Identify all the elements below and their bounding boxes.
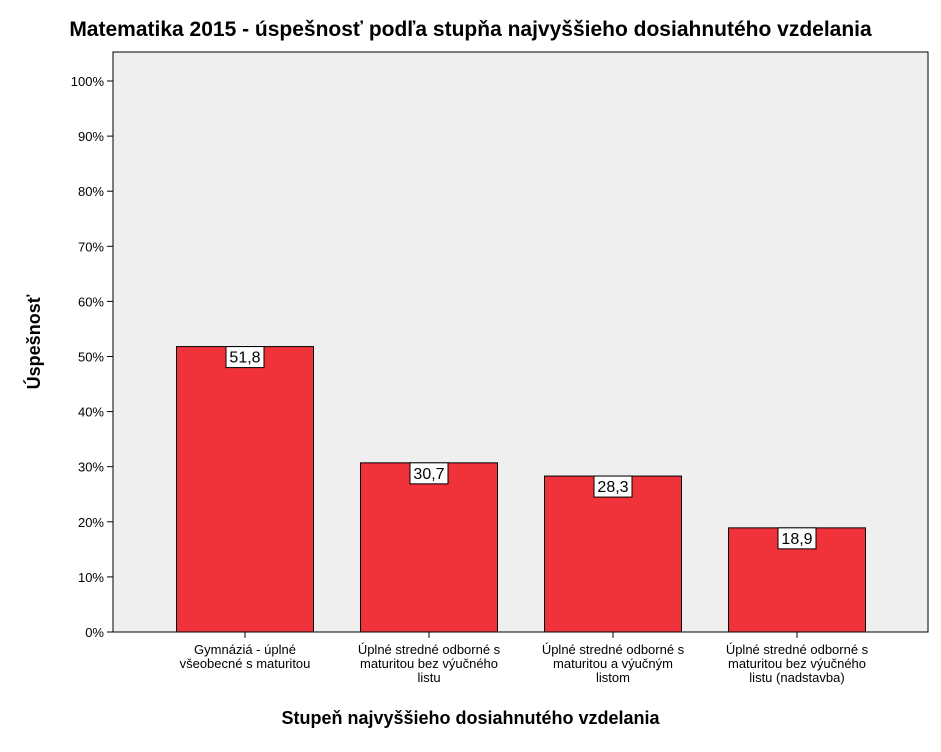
x-category-label: Úplné stredné odborné s maturitou bez výu… bbox=[358, 642, 501, 685]
data-label-box bbox=[777, 527, 817, 550]
data-label: 18,9 bbox=[781, 531, 812, 548]
x-axis: Gymnáziá - úplné všeobecné s maturitou Úpl… bbox=[113, 631, 928, 685]
y-tick-label: 70% bbox=[78, 239, 104, 254]
data-label-box bbox=[593, 475, 633, 498]
x-category-label: Gymnáziá - úplné všeobecné s maturitou bbox=[180, 642, 311, 671]
bars-group bbox=[176, 346, 866, 633]
x-axis-title: Stupeň najvyššieho dosiahnutého vzdelani… bbox=[281, 708, 660, 728]
y-axis: 0% 10% 20% 30% 40% 50% 60% 70% 80% 90% 100% bbox=[71, 52, 114, 640]
data-label: 28,3 bbox=[597, 479, 628, 496]
y-tick-label: 0% bbox=[85, 625, 104, 640]
bar bbox=[360, 462, 498, 633]
data-label: 30,7 bbox=[413, 466, 444, 483]
bar bbox=[176, 346, 314, 633]
data-labels-group: 51,8 30,7 28,3 18,9 bbox=[225, 346, 817, 550]
y-tick-label: 90% bbox=[78, 129, 104, 144]
y-tick-label: 10% bbox=[78, 570, 104, 585]
y-tick-label: 30% bbox=[78, 460, 104, 475]
chart-title: Matematika 2015 - úspešnosť podľa stupňa… bbox=[69, 18, 872, 41]
y-axis-title: Úspešnosť bbox=[23, 294, 44, 389]
y-tick-label: 100% bbox=[71, 74, 105, 89]
data-label: 51,8 bbox=[229, 350, 260, 367]
x-category-label: Úplné stredné odborné s maturitou a výučn… bbox=[542, 642, 685, 685]
data-label-box bbox=[409, 462, 449, 485]
y-tick-label: 40% bbox=[78, 405, 104, 420]
bar bbox=[544, 475, 682, 633]
y-tick-label: 20% bbox=[78, 515, 104, 530]
y-tick-label: 50% bbox=[78, 350, 104, 365]
data-label-box bbox=[225, 346, 265, 369]
x-category-label: Úplné stredné odborné s maturitou bez výu… bbox=[726, 642, 869, 685]
y-tick-label: 60% bbox=[78, 294, 104, 309]
y-tick-label: 80% bbox=[78, 184, 104, 199]
